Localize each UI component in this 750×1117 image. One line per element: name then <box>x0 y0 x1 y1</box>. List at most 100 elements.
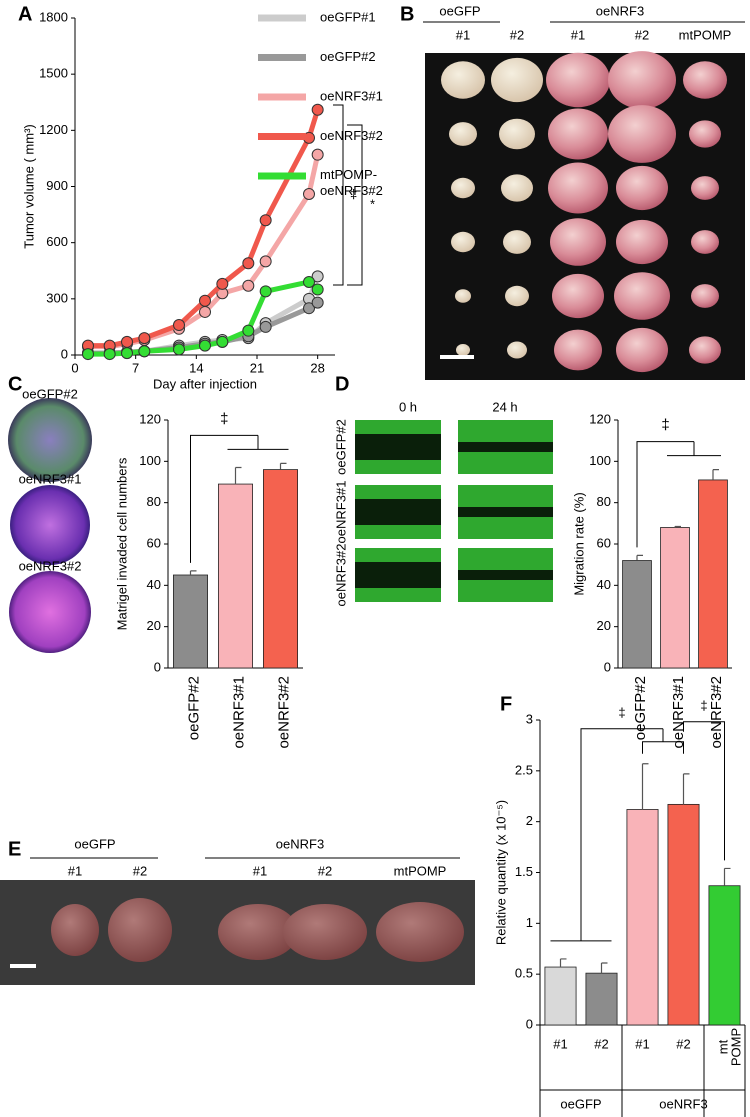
lane-label: #1 <box>253 863 267 878</box>
error-bar <box>636 554 643 561</box>
tumor <box>691 176 719 200</box>
x-tick-label: oeNRF3#2 <box>275 676 292 749</box>
y-tick-label: 600 <box>46 234 68 249</box>
wound-gap <box>355 499 441 525</box>
y-tick-label: 120 <box>589 411 611 426</box>
bar <box>622 560 652 669</box>
y-tick-label: 1 <box>526 915 533 930</box>
x-tick-label: #1 <box>553 1036 567 1051</box>
tumor <box>499 118 535 150</box>
tumor-grid <box>441 51 727 373</box>
liver <box>108 898 172 962</box>
error-bar <box>641 763 649 810</box>
data-point <box>173 343 185 356</box>
x-tick-label: oeNRF3#1 <box>670 676 687 749</box>
data-point <box>311 296 324 309</box>
y-tick-label: 80 <box>597 494 611 509</box>
bar <box>544 966 577 1026</box>
tumor <box>554 329 602 371</box>
data-point <box>138 345 151 358</box>
data-point <box>242 257 255 270</box>
tumor <box>503 230 531 254</box>
liver <box>283 904 367 960</box>
y-tick-label: 100 <box>139 453 161 468</box>
time-label: 0 h <box>399 399 417 414</box>
bar <box>660 527 690 669</box>
data-point <box>259 214 272 227</box>
panel-letter: C <box>8 373 22 395</box>
error-bar <box>723 867 731 886</box>
liver <box>376 902 464 962</box>
bar <box>626 809 659 1026</box>
bar <box>585 972 618 1026</box>
y-tick-label: 1.5 <box>515 864 533 879</box>
wound-gap <box>458 570 553 580</box>
bar <box>667 803 700 1026</box>
lane-label: mtPOMP <box>679 27 732 42</box>
bar <box>172 574 208 669</box>
y-tick-label: 0.5 <box>515 966 533 981</box>
data-point <box>259 285 272 298</box>
lane-label: #1 <box>571 27 585 42</box>
tumor <box>456 344 470 356</box>
error-bar <box>674 525 681 528</box>
significance: ‡ <box>700 698 707 713</box>
y-tick-label: 1500 <box>39 66 68 81</box>
lane-label: #2 <box>318 863 332 878</box>
lane-label: #1 <box>68 863 82 878</box>
legend-label: oeGFP#2 <box>320 49 376 64</box>
well-label: oeGFP#2 <box>22 386 78 401</box>
lane-label: mtPOMP <box>394 863 447 878</box>
x-tick-label: 7 <box>132 360 139 375</box>
y-tick-label: 900 <box>46 178 68 193</box>
data-point <box>259 320 272 333</box>
y-tick-label: 20 <box>597 618 611 633</box>
bar <box>708 885 741 1026</box>
data-point <box>138 332 151 345</box>
invasion-well <box>10 485 90 565</box>
x-tick-label: oeGFP#2 <box>185 676 202 740</box>
y-tick-label: 1200 <box>39 122 68 137</box>
liver <box>51 904 99 956</box>
panel-letter: E <box>8 838 21 860</box>
tumor <box>691 284 719 308</box>
y-tick-label: 60 <box>597 535 611 550</box>
tumor <box>689 120 721 148</box>
x-tick-label: #2 <box>594 1036 608 1051</box>
data-point <box>103 348 116 361</box>
data-point <box>311 270 324 283</box>
tumor <box>616 165 668 211</box>
tumor <box>548 108 608 160</box>
error-bar <box>189 570 197 575</box>
row-label: oeNRF3#1 <box>333 481 348 544</box>
y-tick-label: 120 <box>139 411 161 426</box>
data-point <box>303 302 315 315</box>
data-point <box>303 187 315 200</box>
liver-grid <box>51 898 464 962</box>
bracket <box>190 434 289 563</box>
y-tick-label: 20 <box>147 618 161 633</box>
data-point <box>199 305 211 318</box>
group-label: oeNRF3 <box>276 836 324 851</box>
error-bar <box>234 466 242 485</box>
tumor <box>550 218 606 266</box>
data-point <box>311 148 324 161</box>
y-tick-label: 80 <box>147 494 161 509</box>
y-tick-label: 0 <box>154 659 161 674</box>
legend-label: oeGFP#1 <box>320 9 376 24</box>
x-tick-label: oeNRF3#1 <box>230 676 247 749</box>
x-tick-label: #1 <box>635 1036 649 1051</box>
time-label: 24 h <box>492 399 517 414</box>
data-point <box>311 103 324 116</box>
bar <box>217 483 253 669</box>
tumor <box>608 51 676 109</box>
bracket <box>636 441 721 548</box>
x-tick-label: mtPOMP <box>716 1028 744 1066</box>
x-tick-label: oeGFP#2 <box>632 676 649 740</box>
y-tick-label: 40 <box>147 577 161 592</box>
significance: ‡ <box>350 186 357 201</box>
data-point <box>199 339 211 352</box>
error-bar <box>712 469 719 480</box>
error-bar <box>279 462 287 470</box>
